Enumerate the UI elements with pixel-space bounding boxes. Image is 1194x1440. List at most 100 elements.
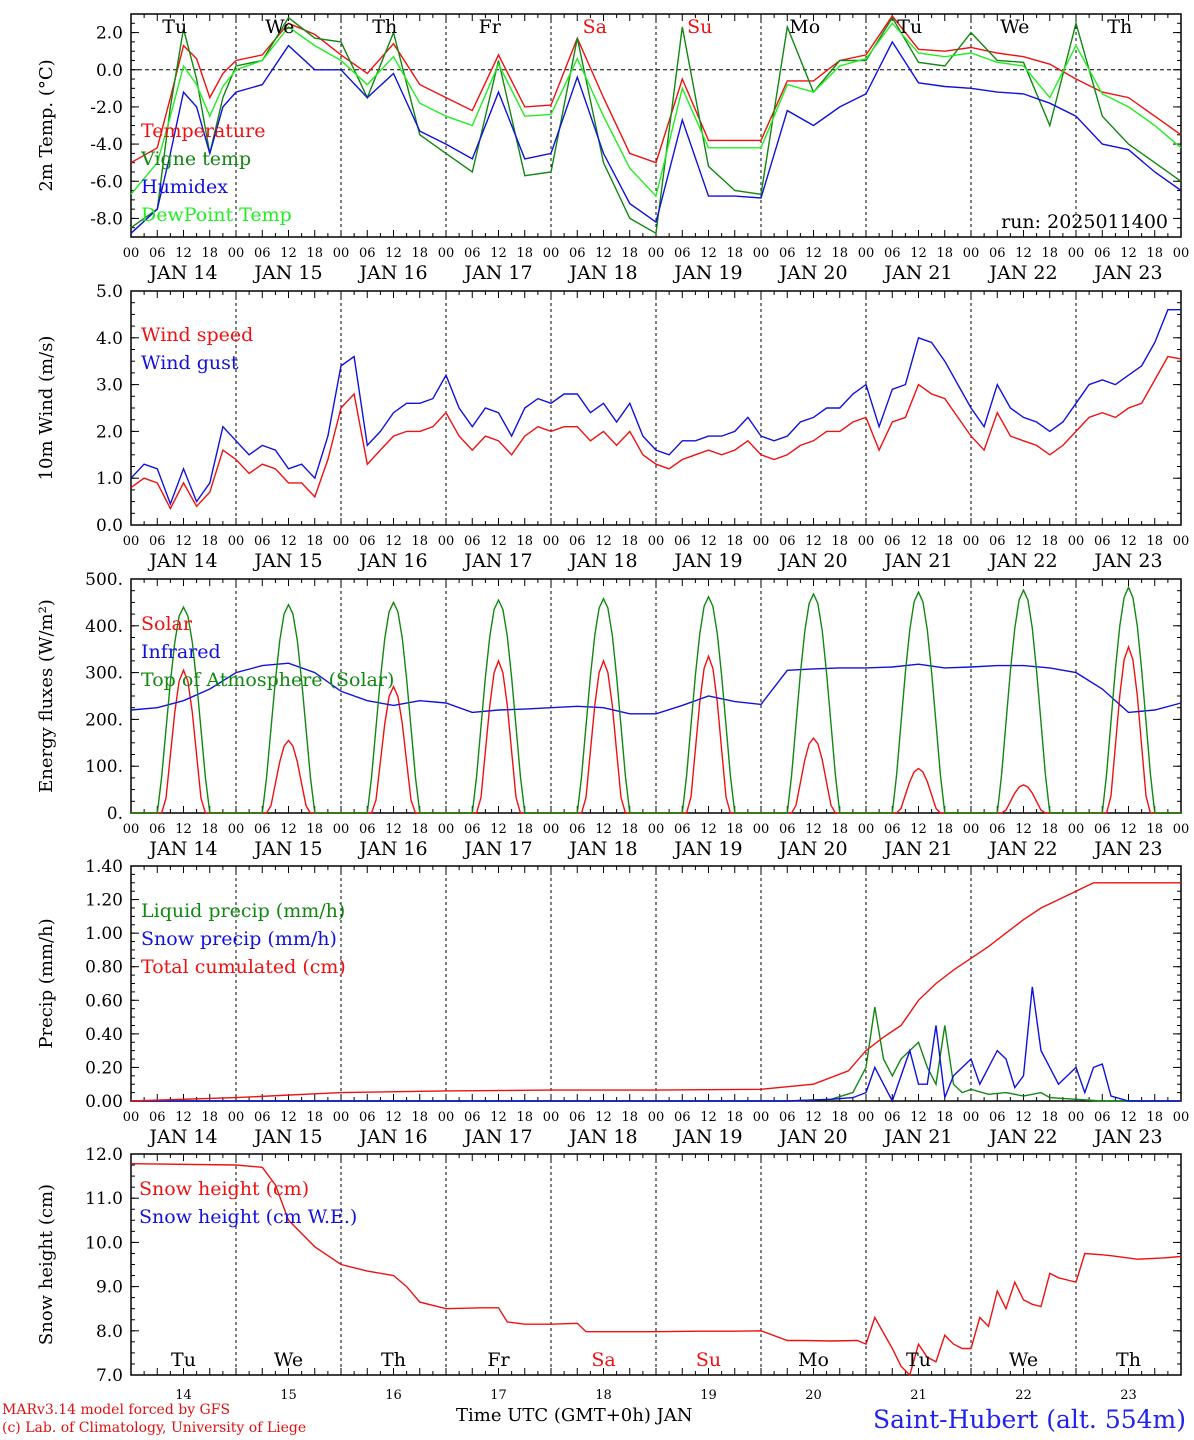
hour-tick-label: 06 [884, 822, 901, 837]
weekday-label-bottom: Su [696, 1349, 721, 1371]
series-line-snow-height-cm- [130, 1163, 1182, 1377]
y-tick-label: 9.0 [96, 1278, 123, 1298]
day-label: JAN 21 [882, 550, 952, 572]
hour-tick-label: 18 [726, 534, 743, 549]
hour-tick-label: 00 [963, 822, 980, 837]
hour-tick-label: 00 [858, 822, 875, 837]
hour-tick-label: 18 [306, 534, 323, 549]
day-label: JAN 19 [672, 550, 742, 572]
hour-tick-label: 18 [831, 246, 848, 261]
hour-tick-label: 12 [1015, 1110, 1032, 1125]
day-label: JAN 17 [462, 1126, 532, 1148]
hour-tick-label: 18 [411, 822, 428, 837]
hour-tick-label: 00 [228, 822, 245, 837]
day-label: JAN 15 [252, 838, 322, 860]
credit-line-2: (c) Lab. of Climatology, University of L… [2, 1420, 307, 1436]
hour-tick-label: 18 [621, 822, 638, 837]
y-tick-label: 4.0 [96, 329, 123, 349]
hour-tick-label: 00 [123, 246, 140, 261]
hour-tick-label: 06 [569, 534, 586, 549]
y-tick-label: 10.0 [85, 1233, 123, 1253]
series-line-total-cumulated-cm- [130, 882, 1181, 1102]
weekday-label-bottom: We [1009, 1349, 1038, 1371]
y-tick-label: 0.0 [96, 516, 123, 536]
day-label: JAN 16 [357, 1126, 427, 1148]
y-tick-label: -6.0 [90, 172, 123, 192]
day-label: JAN 19 [672, 262, 742, 284]
hour-tick-label: 18 [516, 822, 533, 837]
day-number-label: 14 [175, 1388, 192, 1403]
station-name: Saint-Hubert (alt. 554m) [872, 1405, 1186, 1434]
y-axis-label: Snow height (cm) [36, 1184, 57, 1345]
hour-tick-label: 00 [123, 534, 140, 549]
y-tick-label: -4.0 [90, 135, 123, 155]
hour-tick-label: 18 [516, 534, 533, 549]
y-tick-label: 8.0 [96, 1322, 123, 1342]
hour-tick-label: 12 [700, 1110, 717, 1125]
legend-entry: Top of Atmosphere (Solar) [141, 669, 394, 691]
hour-tick-label: 06 [149, 534, 166, 549]
series-line-vigne-temp [130, 16, 1182, 235]
y-tick-label: 1.00 [85, 924, 123, 944]
hour-tick-label: 12 [1120, 822, 1137, 837]
hour-tick-label: 12 [1120, 246, 1137, 261]
y-tick-label: 0.0 [96, 61, 123, 81]
hour-tick-label: 12 [280, 534, 297, 549]
hour-tick-label: 06 [989, 534, 1006, 549]
hour-tick-label: 18 [936, 534, 953, 549]
y-tick-label: 1.40 [85, 857, 123, 877]
hour-tick-label: 06 [989, 1110, 1006, 1125]
legend-entry: DewPoint Temp [141, 204, 292, 226]
hour-tick-label: 18 [831, 822, 848, 837]
y-tick-label: 12.0 [85, 1145, 123, 1165]
legend-entry: Snow height (cm W.E.) [139, 1206, 357, 1228]
day-label: JAN 23 [1092, 1126, 1162, 1148]
hour-tick-label: 00 [333, 534, 350, 549]
weekday-label-bottom: Fr [487, 1349, 510, 1371]
hour-tick-label: 00 [1173, 534, 1190, 549]
panel-2 [130, 290, 1182, 526]
hour-tick-label: 18 [411, 246, 428, 261]
hour-tick-label: 12 [490, 1110, 507, 1125]
day-label: JAN 19 [672, 1126, 742, 1148]
credit-line-1: MARv3.14 model forced by GFS [2, 1402, 231, 1418]
hour-tick-label: 12 [910, 822, 927, 837]
hour-tick-label: 12 [595, 1110, 612, 1125]
hour-tick-label: 00 [123, 822, 140, 837]
day-label: JAN 15 [252, 262, 322, 284]
y-tick-label: 5.0 [96, 282, 123, 302]
legend-entry: Solar [141, 613, 193, 635]
day-label: JAN 15 [252, 550, 322, 572]
hour-tick-label: 06 [674, 822, 691, 837]
hour-tick-label: 12 [700, 822, 717, 837]
day-label: JAN 18 [567, 550, 637, 572]
hour-tick-label: 12 [805, 1110, 822, 1125]
y-tick-label: 1.0 [96, 469, 123, 489]
day-label: JAN 14 [147, 838, 217, 860]
series-line-wind-gust [130, 309, 1181, 506]
hour-tick-label: 12 [385, 1110, 402, 1125]
series-line-humidex [130, 40, 1182, 234]
weekday-label-top: Th [372, 16, 397, 38]
hour-tick-label: 18 [1146, 246, 1163, 261]
series-line-snow-precip-mm-h- [131, 986, 1181, 1103]
day-label: JAN 16 [357, 550, 427, 572]
hour-tick-label: 18 [936, 246, 953, 261]
hour-tick-label: 12 [175, 1110, 192, 1125]
hour-tick-label: 06 [569, 246, 586, 261]
hour-tick-label: 06 [674, 1110, 691, 1125]
y-tick-label: 2.0 [96, 422, 123, 442]
day-label: JAN 17 [462, 262, 532, 284]
hour-tick-label: 12 [385, 246, 402, 261]
hour-tick-label: 00 [753, 246, 770, 261]
hour-tick-label: 00 [1068, 1110, 1085, 1125]
day-label: JAN 20 [777, 1126, 847, 1148]
hour-tick-label: 00 [228, 534, 245, 549]
hour-tick-label: 12 [595, 246, 612, 261]
hour-tick-label: 12 [490, 822, 507, 837]
series-line-infrared [130, 662, 1182, 715]
day-number-label: 21 [910, 1388, 927, 1403]
day-label: JAN 16 [357, 262, 427, 284]
day-label: JAN 23 [1092, 838, 1162, 860]
